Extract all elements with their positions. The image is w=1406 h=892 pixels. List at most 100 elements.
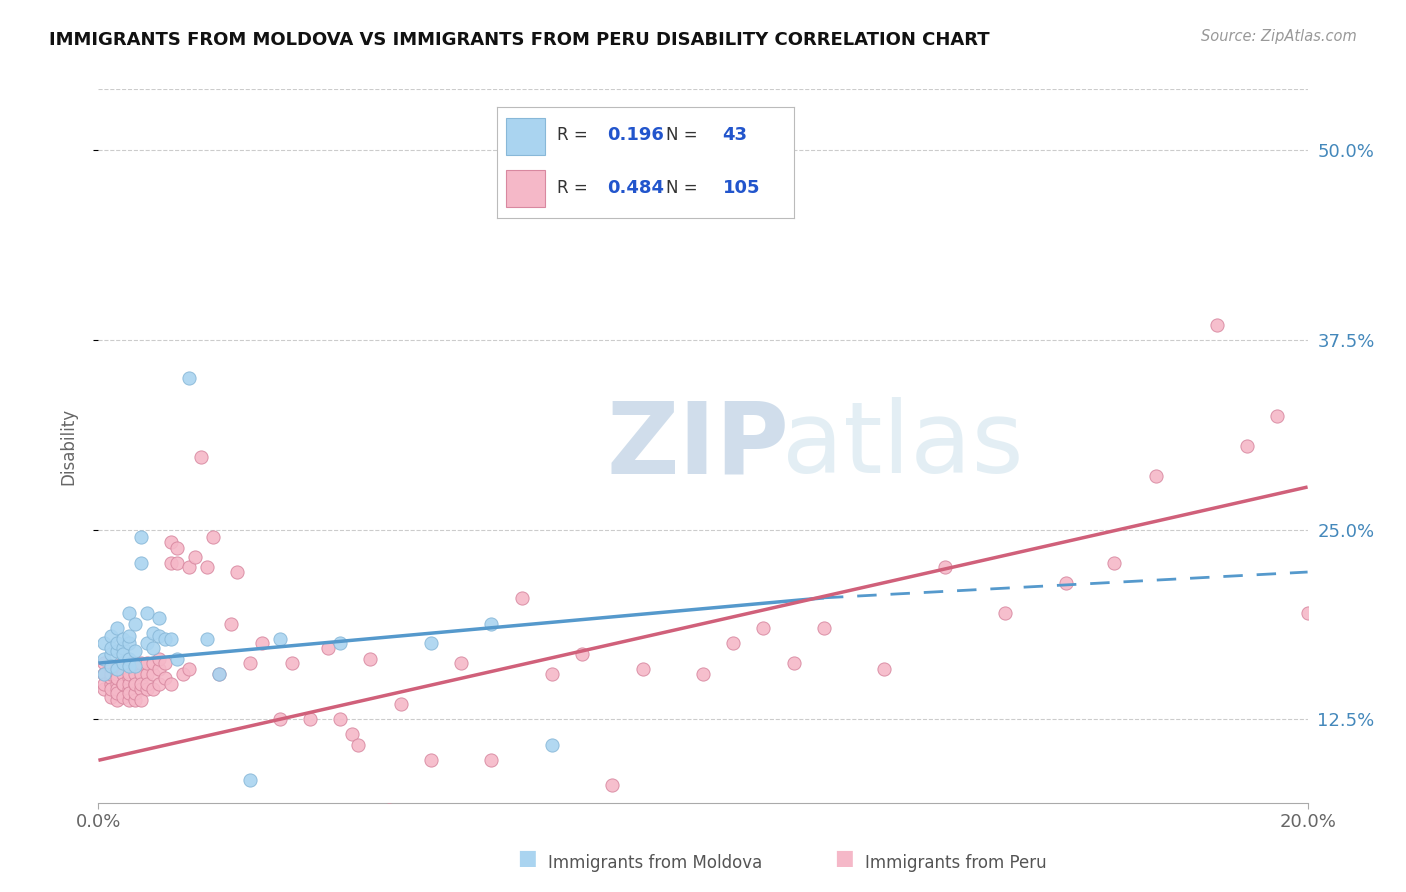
Point [118,677,141,691]
Point [153,671,176,685]
Point [723,636,745,650]
Point [166,556,188,570]
Point [813,621,835,635]
Point [124,677,146,691]
Point [160,632,183,646]
Point [100,659,122,673]
Point [1054,575,1077,590]
Point [118,666,141,681]
Point [105,666,128,681]
Point [118,659,141,673]
Point [631,662,654,676]
Point [148,677,170,691]
Text: Immigrants from Peru: Immigrants from Peru [865,855,1046,872]
Point [239,772,262,787]
Point [316,640,339,655]
Point [135,636,157,650]
Point [540,666,562,681]
Point [118,671,141,685]
Point [118,656,141,670]
Point [148,629,170,643]
Point [124,659,146,673]
Point [1296,606,1319,620]
Point [934,560,956,574]
Point [269,632,291,646]
Point [93,666,115,681]
Point [111,647,134,661]
Point [111,690,134,704]
Text: IMMIGRANTS FROM MOLDOVA VS IMMIGRANTS FROM PERU DISABILITY CORRELATION CHART: IMMIGRANTS FROM MOLDOVA VS IMMIGRANTS FR… [49,31,990,49]
Point [1267,409,1289,423]
Point [118,606,141,620]
Point [250,636,273,650]
Point [1102,556,1125,570]
Point [105,692,128,706]
Point [148,662,170,676]
Point [153,656,176,670]
Point [100,671,122,685]
Point [540,738,562,752]
Point [105,644,128,658]
Point [124,656,146,670]
Point [118,651,141,665]
Point [93,681,115,696]
Point [105,681,128,696]
Point [172,666,194,681]
Point [100,681,122,696]
Point [160,534,183,549]
Point [166,541,188,555]
Point [100,662,122,676]
Point [166,651,188,665]
Point [100,647,122,661]
Point [129,556,152,570]
Point [420,753,443,767]
Point [202,530,225,544]
Point [93,666,115,681]
Point [129,677,152,691]
Point [994,606,1017,620]
Point [510,591,533,605]
Point [142,656,165,670]
Point [111,632,134,646]
Point [105,677,128,691]
Point [360,651,382,665]
Point [571,647,593,661]
Point [111,666,134,681]
Point [135,606,157,620]
Text: Immigrants from Moldova: Immigrants from Moldova [548,855,762,872]
Point [118,656,141,670]
Point [100,666,122,681]
Point [752,621,775,635]
Point [179,662,201,676]
Point [481,616,503,631]
Point [93,656,115,670]
Point [1144,469,1167,483]
Point [450,656,472,670]
Point [226,565,249,579]
Point [481,753,503,767]
Point [100,629,122,643]
Point [93,666,115,681]
Point [179,560,201,574]
Point [100,659,122,673]
Point [692,666,714,681]
Text: atlas: atlas [782,398,1024,494]
Point [208,666,231,681]
Point [111,677,134,691]
Point [179,370,201,384]
Point [135,681,157,696]
Point [124,644,146,658]
Point [783,656,806,670]
Text: Source: ZipAtlas.com: Source: ZipAtlas.com [1201,29,1357,44]
Point [129,692,152,706]
Point [377,804,399,818]
Point [160,556,183,570]
Point [105,621,128,635]
Point [111,640,134,655]
Point [269,712,291,726]
Point [105,671,128,685]
Point [142,666,165,681]
Point [111,656,134,670]
Point [105,662,128,676]
Point [239,656,262,670]
